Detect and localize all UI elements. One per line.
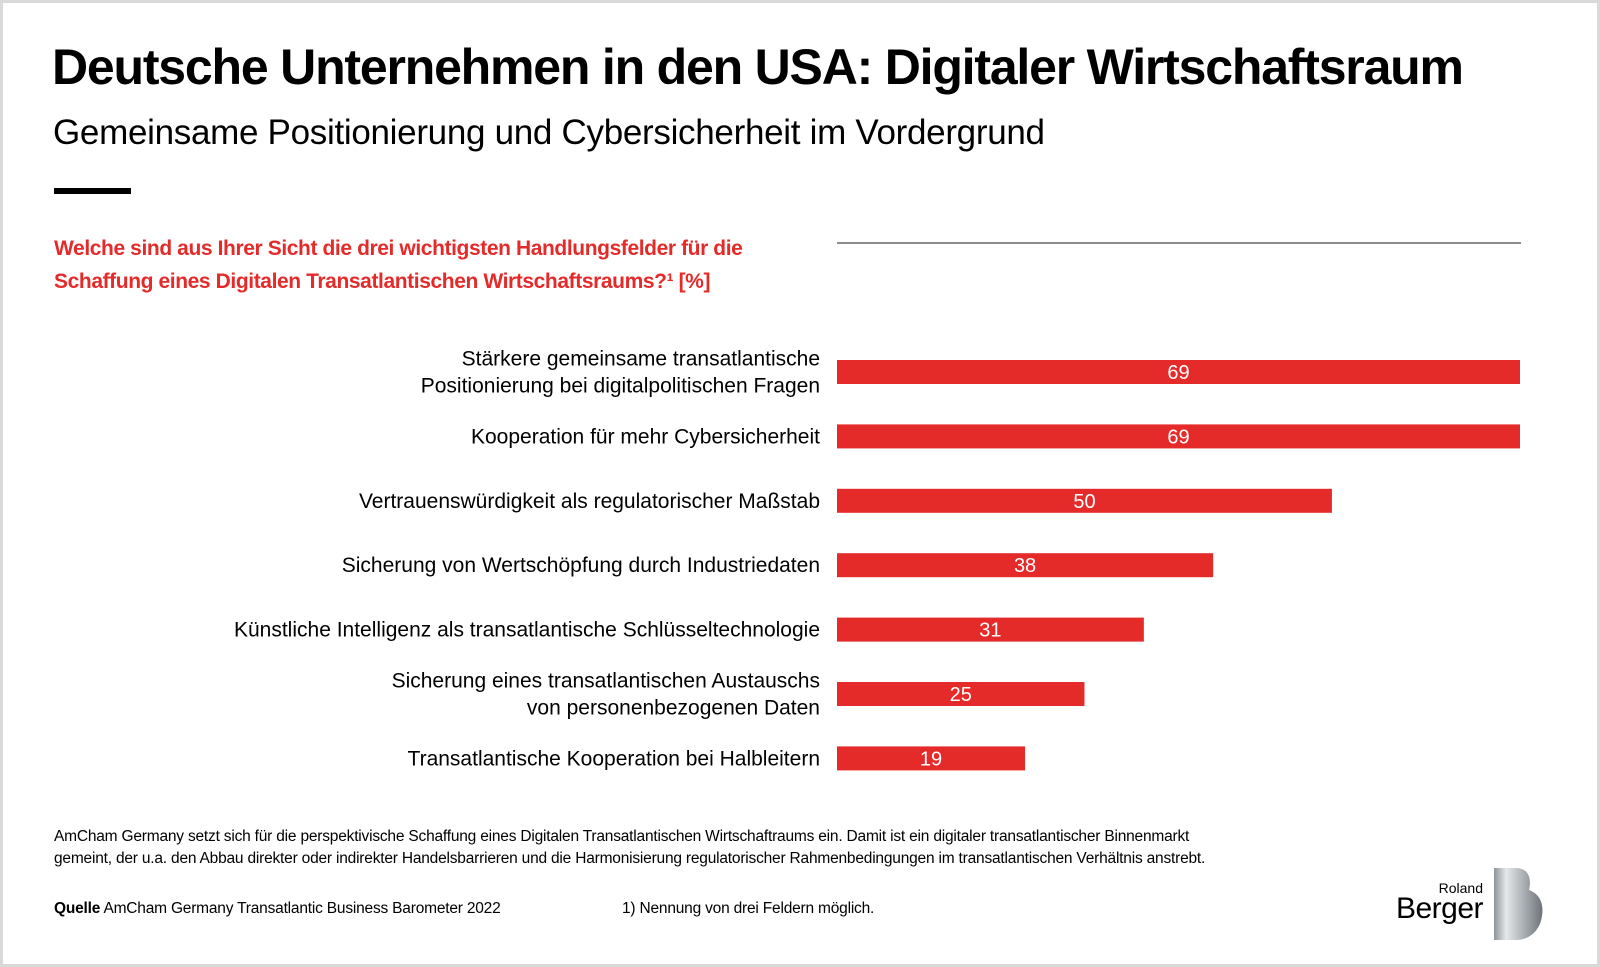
category-label-line: Positionierung bei digitalpolitischen Fr… (421, 375, 820, 398)
roland-berger-logo: Roland Berger (1395, 868, 1545, 940)
chart-question-line1: Welche sind aus Ihrer Sicht die drei wic… (54, 237, 743, 260)
bar-value-label: 50 (1073, 491, 1095, 513)
roland-berger-b-icon (1494, 868, 1543, 940)
logo-text-berger: Berger (1395, 892, 1484, 925)
bar-value-label: 69 (1167, 362, 1189, 384)
bar-6 (837, 746, 1026, 771)
source-label: Quelle (54, 900, 101, 917)
bar-1 (837, 424, 1520, 449)
source-text: AmCham Germany Transatlantic Business Ba… (100, 900, 501, 917)
category-label: Kooperation für mehr Cybersicherheit (471, 425, 820, 448)
category-label: Vertrauenswürdigkeit als regulatorischer… (359, 490, 820, 513)
category-label-line: Künstliche Intelligenz als transatlantis… (234, 619, 820, 642)
chart-question: Welche sind aus Ihrer Sicht die drei wic… (54, 232, 743, 298)
category-label: Sicherung von Wertschöpfung durch Indust… (342, 554, 820, 577)
logo-text-roland: Roland (1438, 880, 1483, 896)
category-label-line: Transatlantische Kooperation bei Halblei… (408, 747, 820, 770)
bar-value-label: 19 (920, 748, 942, 770)
bar-5 (837, 682, 1085, 706)
footer-note-line1: AmCham Germany setzt sich für die perspe… (54, 828, 1190, 845)
category-label: Stärkere gemeinsame transatlantische Posi… (421, 348, 820, 398)
footer-note-line2: gemeint, der u.a. den Abbau direkter ode… (54, 850, 1206, 867)
category-label-line: Sicherung von Wertschöpfung durch Indust… (342, 554, 820, 577)
bar-0 (837, 360, 1520, 384)
footnote: 1) Nennung von drei Feldern möglich. (622, 900, 875, 917)
category-label: Transatlantische Kooperation bei Halblei… (408, 747, 820, 770)
category-label-line: Vertrauenswürdigkeit als regulatorischer… (359, 490, 820, 513)
bar-value-label: 38 (1014, 555, 1036, 577)
category-label-line: von personenbezogenen Daten (527, 697, 820, 720)
bar-value-label: 69 (1167, 426, 1189, 448)
title-divider (54, 188, 131, 194)
bar-4 (837, 617, 1144, 642)
footer-note: AmCham Germany setzt sich für die perspe… (54, 826, 1205, 870)
chart-top-rule (837, 242, 1521, 244)
category-label: Sicherung eines transatlantischen Austau… (392, 670, 820, 720)
category-label-line: Kooperation für mehr Cybersicherheit (471, 425, 820, 448)
bar-value-label: 25 (950, 684, 972, 706)
category-label: Künstliche Intelligenz als transatlantis… (234, 619, 820, 642)
source: Quelle AmCham Germany Transatlantic Busi… (54, 900, 501, 918)
category-label-line: Stärkere gemeinsame transatlantische (462, 348, 820, 371)
category-label-line: Sicherung eines transatlantischen Austau… (392, 670, 820, 693)
bar-3 (837, 553, 1214, 578)
chart-question-line2: Schaffung eines Digitalen Transatlantisc… (54, 270, 711, 293)
page-title: Deutsche Unternehmen in den USA: Digital… (52, 39, 1464, 95)
bar-2 (837, 488, 1332, 513)
bar-value-label: 31 (979, 620, 1001, 642)
page-subtitle: Gemeinsame Positionierung und Cybersiche… (53, 113, 1045, 152)
